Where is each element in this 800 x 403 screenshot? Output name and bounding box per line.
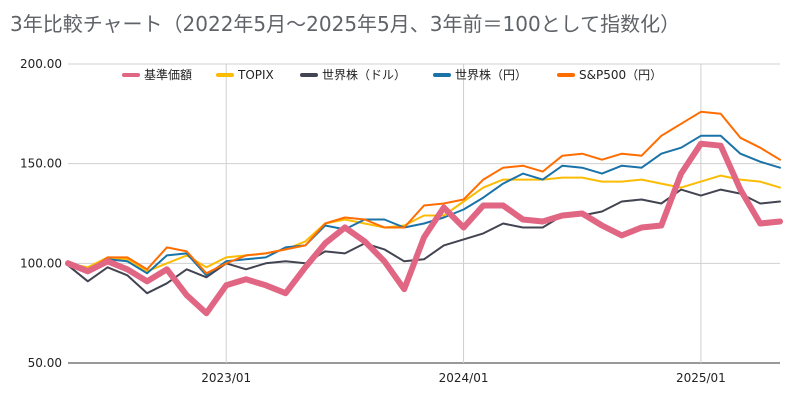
legend: 基準価額 TOPIX 世界株（ドル） 世界株（円） S&P500（円） [122,67,662,82]
legend-label: TOPIX [237,68,274,82]
series-line-0 [65,140,783,317]
x-tick-label: 2024/01 [439,371,489,385]
legend-label: 世界株（ドル） [322,67,406,82]
x-tick-label: 2025/01 [676,371,726,385]
y-tick-label: 150.00 [20,157,62,171]
x-tick-label: 2023/01 [201,371,251,385]
legend-label: 基準価額 [144,67,192,82]
legend-label: S&P500（円） [579,68,662,82]
series-line-2 [67,188,781,295]
series-line-4 [67,110,781,275]
series-line-1 [67,174,781,273]
y-tick-label: 50.00 [28,356,62,370]
series-line-3 [67,134,781,277]
grid-lines [68,63,780,364]
series-lines [65,110,783,317]
legend-label: 世界株（円） [455,67,527,82]
y-tick-label: 200.00 [20,57,62,71]
chart-title: 3年比較チャート（2022年5月～2025年5月、3年前＝100として指数化） [10,12,681,36]
y-axis-tick-labels: 50.00 100.00 150.00 200.00 [20,57,62,370]
y-tick-label: 100.00 [20,256,62,270]
x-axis-tick-labels: 2023/01 2024/01 2025/01 [201,371,726,385]
